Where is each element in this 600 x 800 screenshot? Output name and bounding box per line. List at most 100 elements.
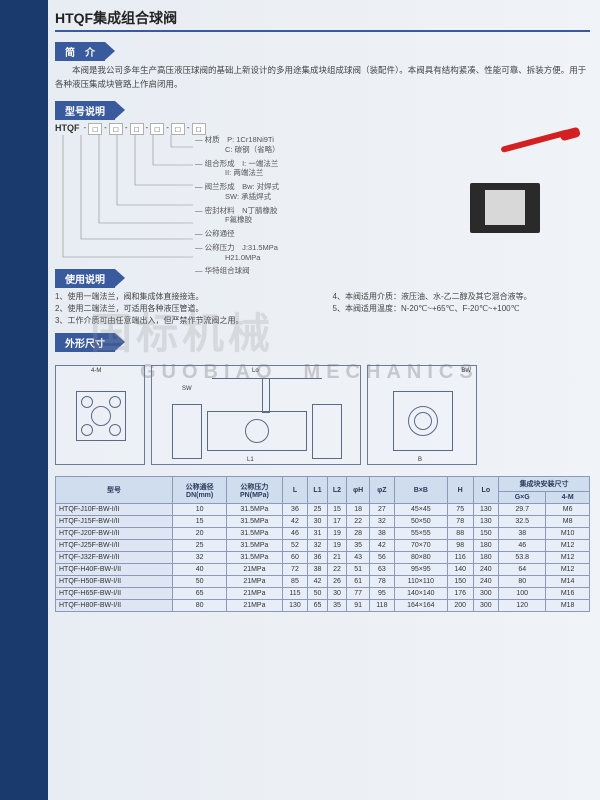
table-cell: 22 [347,516,370,528]
table-header: φZ [370,477,395,504]
table-cell: 26 [327,576,346,588]
table-cell: 21MPa [227,588,282,600]
table-cell: M6 [546,504,590,516]
table-cell: 31.5MPa [227,504,282,516]
table-cell: 115 [282,588,308,600]
table-cell: 240 [473,576,499,588]
table-cell: 17 [327,516,346,528]
table-cell: M12 [546,552,590,564]
table-cell: 85 [282,576,308,588]
table-cell: 50×50 [394,516,447,528]
table-cell: 25 [308,504,327,516]
table-cell: 27 [370,504,395,516]
model-box: □ [130,123,144,135]
table-cell: 42 [308,576,327,588]
table-cell: 18 [347,504,370,516]
model-box: □ [192,123,206,135]
table-cell: 29.7 [499,504,546,516]
table-row: HTQF-H65F-BW-I/II6521MPa11550307795140×1… [56,588,590,600]
table-cell: 180 [473,540,499,552]
table-cell: 56 [370,552,395,564]
table-row: HTQF-H80F-BW-I/II8021MPa130653591118164×… [56,600,590,612]
table-cell: 38 [370,528,395,540]
intro-text: 本阀是我公司多年生产高压液压球阀的基础上新设计的多用途集成块组成球阀（装配件）。… [55,64,590,91]
table-cell: 130 [473,516,499,528]
table-cell: 91 [347,600,370,612]
table-cell: 32 [370,516,395,528]
table-cell: 46 [499,540,546,552]
table-cell: 300 [473,588,499,600]
table-cell: 42 [282,516,308,528]
usage-left: 1、使用一端法兰，阀和集成体直接接连。2、使用二端法兰，可适用各种液压管道。3、… [55,291,313,327]
table-cell: HTQF-H80F-BW-I/II [56,600,173,612]
table-header: φH [347,477,370,504]
table-cell: 31.5MPa [227,516,282,528]
table-cell: HTQF-J15F-BW-I/II [56,516,173,528]
table-cell: 176 [447,588,473,600]
model-box: □ [150,123,164,135]
model-lines-svg [55,135,195,265]
table-cell: 31.5MPa [227,540,282,552]
table-cell: 300 [473,600,499,612]
table-cell: 35 [327,600,346,612]
table-cell: HTQF-H50F-BW-I/II [56,576,173,588]
table-cell: 75 [447,504,473,516]
valve-grip [559,127,581,142]
table-cell: 95×95 [394,564,447,576]
table-cell: 65 [173,588,227,600]
table-cell: M12 [546,540,590,552]
table-cell: 78 [370,576,395,588]
table-cell: 43 [347,552,370,564]
table-cell: 180 [473,552,499,564]
table-cell: 32.5 [499,516,546,528]
table-cell: 10 [173,504,227,516]
table-cell: M16 [546,588,590,600]
table-cell: M14 [546,576,590,588]
usage-item: 1、使用一端法兰，阀和集成体直接接连。 [55,291,313,303]
drawing-side-view: Lo L1 SW [151,365,361,465]
table-header: L1 [308,477,327,504]
table-cell: 200 [447,600,473,612]
table-cell: 21MPa [227,564,282,576]
table-cell: 130 [473,504,499,516]
table-cell: 64 [499,564,546,576]
dimensions-table: 型号公称通径DN(mm)公称压力PN(MPa)LL1L2φHφZB×BHLo集成… [55,476,590,612]
table-cell: 15 [327,504,346,516]
table-cell: 53.8 [499,552,546,564]
table-cell: 70×70 [394,540,447,552]
table-cell: 80 [499,576,546,588]
table-cell: 77 [347,588,370,600]
table-cell: HTQF-J32F-BW-I/II [56,552,173,564]
section-dims: 外形尺寸 [55,333,115,352]
table-cell: 150 [473,528,499,540]
table-cell: 32 [308,540,327,552]
model-param: — 公称压力 J:31.5MPa H21.0MPa [195,243,280,263]
table-cell: M10 [546,528,590,540]
table-cell: 35 [347,540,370,552]
table-cell: 52 [282,540,308,552]
model-param: — 公称通径 [195,229,280,239]
table-cell: 78 [447,516,473,528]
model-box: □ [171,123,185,135]
table-cell: 80 [173,600,227,612]
table-header: G×G [499,492,546,504]
usage-item: 2、使用二端法兰，可适用各种液压管道。 [55,303,313,315]
model-param: — 华特组合球阀 [195,266,280,276]
table-header-group: 集成块安装尺寸 [499,477,590,492]
table-cell: HTQF-J25F-BW-I/II [56,540,173,552]
table-cell: 110×110 [394,576,447,588]
table-cell: 46 [282,528,308,540]
drawing-front-view: BW B [367,365,477,465]
section-usage: 使用说明 [55,269,115,288]
model-param: — 组合形成 I: 一端法兰 II: 两端法兰 [195,159,280,179]
table-cell: 51 [347,564,370,576]
table-cell: 240 [473,564,499,576]
table-cell: 63 [370,564,395,576]
table-cell: 140 [447,564,473,576]
table-header: B×B [394,477,447,504]
table-cell: 80×80 [394,552,447,564]
product-image [440,123,590,253]
table-row: HTQF-J32F-BW-I/II3231.5MPa603621435680×8… [56,552,590,564]
table-row: HTQF-J15F-BW-I/II1531.5MPa423017223250×5… [56,516,590,528]
table-cell: 32 [173,552,227,564]
